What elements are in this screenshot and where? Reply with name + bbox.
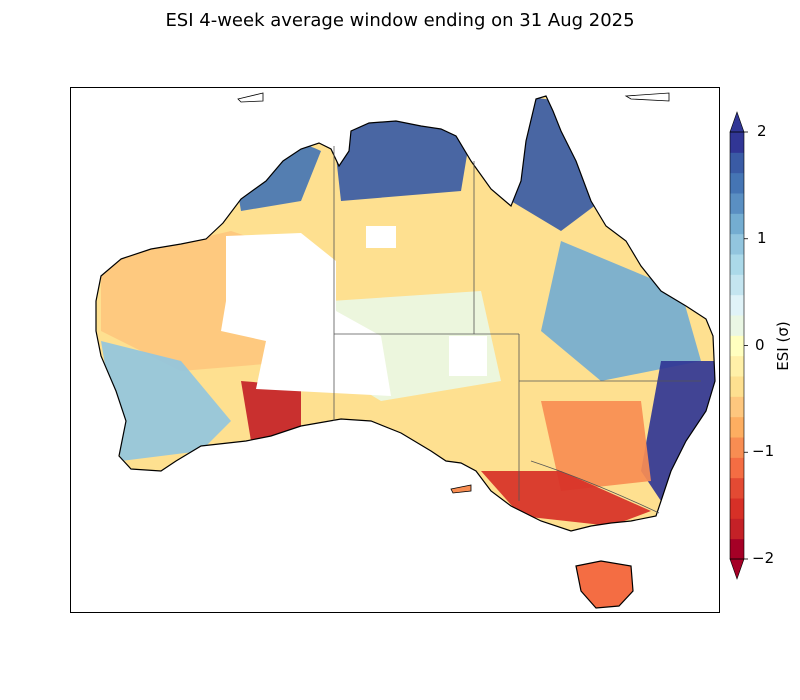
australia-map — [95, 92, 716, 609]
colorbar-swatch — [730, 538, 744, 560]
colorbar-swatch — [730, 213, 744, 235]
map-region-south-eastern-queensland — [541, 241, 701, 381]
colorbar-swatch — [730, 376, 744, 397]
colorbar-swatch — [730, 193, 744, 214]
island — [624, 92, 670, 102]
map-region-eastern-new-south-wales-coast — [641, 361, 715, 501]
colorbar-tick-label: 2 — [757, 122, 767, 140]
colorbar-swatch — [730, 355, 744, 377]
colorbar-swatch — [730, 254, 744, 275]
map-region-inland-new-south-wales — [541, 401, 651, 491]
colorbar-swatch — [730, 152, 744, 174]
colorbar-tick-label: −2 — [752, 549, 775, 567]
colorbar-tick-label: −1 — [752, 442, 775, 461]
colorbar-swatch — [730, 274, 744, 296]
chart-title: ESI 4-week average window ending on 31 A… — [165, 10, 635, 31]
island — [237, 92, 264, 103]
map-region-great-australian-bight — [241, 381, 301, 441]
colorbar-extend-max — [729, 111, 745, 133]
colorbar-swatch — [730, 335, 744, 357]
colorbar-extend-min — [729, 558, 745, 580]
colorbar-tick-label: 1 — [757, 228, 767, 247]
map-panel — [70, 87, 720, 613]
colorbar-swatch — [730, 437, 744, 458]
colorbar-swatch — [730, 396, 744, 418]
colorbar-swatch — [730, 294, 744, 316]
map-region-top-end — [331, 108, 471, 201]
colorbar-swatch — [730, 233, 744, 255]
colorbar-swatch — [730, 518, 744, 540]
colorbar-swatch — [730, 315, 744, 336]
state-border-nsw-vic — [530, 460, 660, 514]
colorbar-swatch — [730, 498, 744, 519]
colorbar-swatch — [730, 457, 744, 479]
colorbar-swatch — [730, 477, 744, 499]
colorbar-tick-label: 0 — [755, 335, 765, 354]
no-data-mask — [221, 233, 391, 396]
colorbar — [729, 111, 748, 580]
map-region-cape-york — [511, 96, 601, 231]
island — [450, 484, 472, 494]
colorbar-swatch — [730, 132, 744, 153]
map-region-southern-western-australia — [101, 341, 231, 461]
no-data-mask — [366, 226, 396, 248]
colorbar-swatch — [730, 172, 744, 194]
no-data-mask — [449, 336, 487, 376]
colorbar-swatch — [730, 416, 744, 438]
map-region-tasmania — [575, 560, 634, 609]
colorbar-label: ESI (σ) — [774, 321, 792, 371]
